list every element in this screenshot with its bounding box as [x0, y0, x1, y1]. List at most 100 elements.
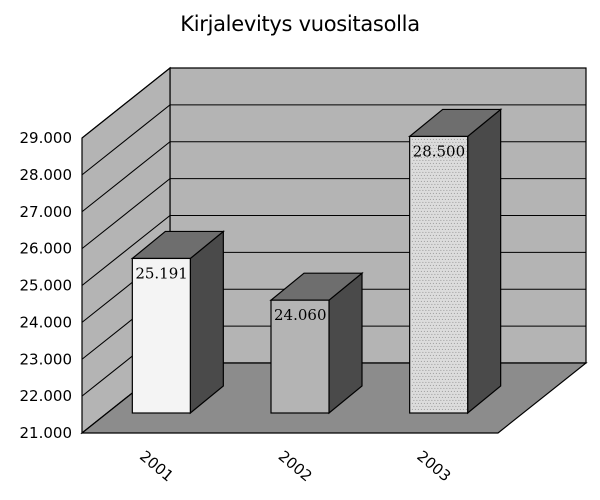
- bar-texture-dot: [462, 258, 464, 260]
- bar-texture-dot: [465, 216, 467, 218]
- bar-texture-dot: [459, 174, 461, 176]
- bar-texture-dot: [440, 387, 442, 389]
- bar-texture-dot: [429, 228, 431, 230]
- bar-texture-dot: [444, 330, 446, 332]
- bar-texture-dot: [426, 402, 428, 404]
- bar-texture-dot: [419, 255, 421, 257]
- bar-texture-dot: [420, 408, 422, 410]
- bar-texture-dot: [416, 195, 418, 197]
- bar-texture-dot: [426, 330, 428, 332]
- bar-texture-dot: [461, 231, 463, 233]
- bar-texture-dot: [443, 381, 445, 383]
- bar-texture-dot: [425, 393, 427, 395]
- bar-texture-dot: [452, 243, 454, 245]
- bar-texture-dot: [411, 270, 413, 272]
- bar-texture-dot: [416, 183, 418, 185]
- bar-texture-dot: [423, 180, 425, 182]
- bar-texture-dot: [462, 384, 464, 386]
- bar-texture-dot: [459, 354, 461, 356]
- bar-texture-dot: [432, 204, 434, 206]
- bar-texture-dot: [438, 240, 440, 242]
- bar-texture-dot: [419, 309, 421, 311]
- bar-texture-dot: [450, 318, 452, 320]
- bar-texture-dot: [450, 330, 452, 332]
- bar-texture-dot: [425, 369, 427, 371]
- bar-texture-dot: [434, 315, 436, 317]
- bar-texture-dot: [429, 210, 431, 212]
- bar-texture-dot: [453, 366, 455, 368]
- bar-texture-dot: [416, 249, 418, 251]
- bar-texture-dot: [426, 324, 428, 326]
- bar-texture-dot: [447, 168, 449, 170]
- bar-texture-dot: [429, 378, 431, 380]
- bar-texture-dot: [411, 210, 413, 212]
- bar-texture-dot: [456, 210, 458, 212]
- bar-texture-dot: [419, 399, 421, 401]
- bar-texture-dot: [453, 354, 455, 356]
- bar-texture-dot: [455, 285, 457, 287]
- bar-texture-dot: [429, 354, 431, 356]
- bar-texture-dot: [465, 204, 467, 206]
- bar-texture-dot: [455, 297, 457, 299]
- bar-texture-dot: [435, 156, 437, 158]
- bar-texture-dot: [417, 216, 419, 218]
- bar-texture-dot: [431, 363, 433, 365]
- bar-texture-dot: [443, 285, 445, 287]
- bar-texture-dot: [459, 348, 461, 350]
- bar-texture-dot: [462, 372, 464, 374]
- bar-texture-dot: [453, 300, 455, 302]
- bar-texture-dot: [431, 333, 433, 335]
- bar-texture-dot: [422, 363, 424, 365]
- bar-texture-dot: [443, 327, 445, 329]
- bar-texture-dot: [455, 141, 457, 143]
- bar-texture-dot: [453, 174, 455, 176]
- bar-texture-dot: [462, 204, 464, 206]
- bar-texture-dot: [446, 183, 448, 185]
- bar-texture-dot: [426, 186, 428, 188]
- bar-texture-dot: [413, 231, 415, 233]
- bar-texture-dot: [459, 252, 461, 254]
- bar-texture-dot: [441, 318, 443, 320]
- bar-texture-dot: [453, 180, 455, 182]
- bar-texture-dot: [432, 192, 434, 194]
- bar-texture-dot: [425, 159, 427, 161]
- bar-texture-dot: [429, 180, 431, 182]
- bar-texture-dot: [413, 357, 415, 359]
- bar-texture-dot: [420, 180, 422, 182]
- bar-texture-dot: [416, 405, 418, 407]
- bar-texture-dot: [456, 276, 458, 278]
- bar-texture-dot: [414, 324, 416, 326]
- bar-texture-dot: [434, 261, 436, 263]
- bar-texture-dot: [437, 183, 439, 185]
- bar-texture-dot: [425, 231, 427, 233]
- bar-texture-dot: [446, 405, 448, 407]
- bar-texture-dot: [432, 168, 434, 170]
- bar-texture-dot: [461, 387, 463, 389]
- bar-texture-dot: [464, 297, 466, 299]
- bar-texture-dot: [465, 240, 467, 242]
- bar-texture-dot: [443, 399, 445, 401]
- bar-texture-dot: [455, 207, 457, 209]
- bar-texture-dot: [411, 246, 413, 248]
- bar-texture-dot: [449, 165, 451, 167]
- bar-texture-dot: [441, 402, 443, 404]
- bar-texture-dot: [420, 288, 422, 290]
- bar-texture-dot: [417, 342, 419, 344]
- bar-texture-dot: [447, 144, 449, 146]
- bar-texture-dot: [456, 270, 458, 272]
- bar-texture-dot: [453, 204, 455, 206]
- bar-texture-dot: [435, 240, 437, 242]
- bar-texture-dot: [420, 162, 422, 164]
- bar-texture-dot: [458, 285, 460, 287]
- bar-texture-dot: [437, 405, 439, 407]
- bar-texture-dot: [444, 378, 446, 380]
- bar-texture-dot: [416, 153, 418, 155]
- bar-texture-dot: [459, 282, 461, 284]
- bar-texture-dot: [416, 393, 418, 395]
- bar-texture-dot: [458, 249, 460, 251]
- bar-texture-dot: [420, 138, 422, 140]
- bar-texture-dot: [414, 264, 416, 266]
- bar-texture-dot: [438, 360, 440, 362]
- bar-texture-dot: [419, 273, 421, 275]
- bar-texture-dot: [417, 246, 419, 248]
